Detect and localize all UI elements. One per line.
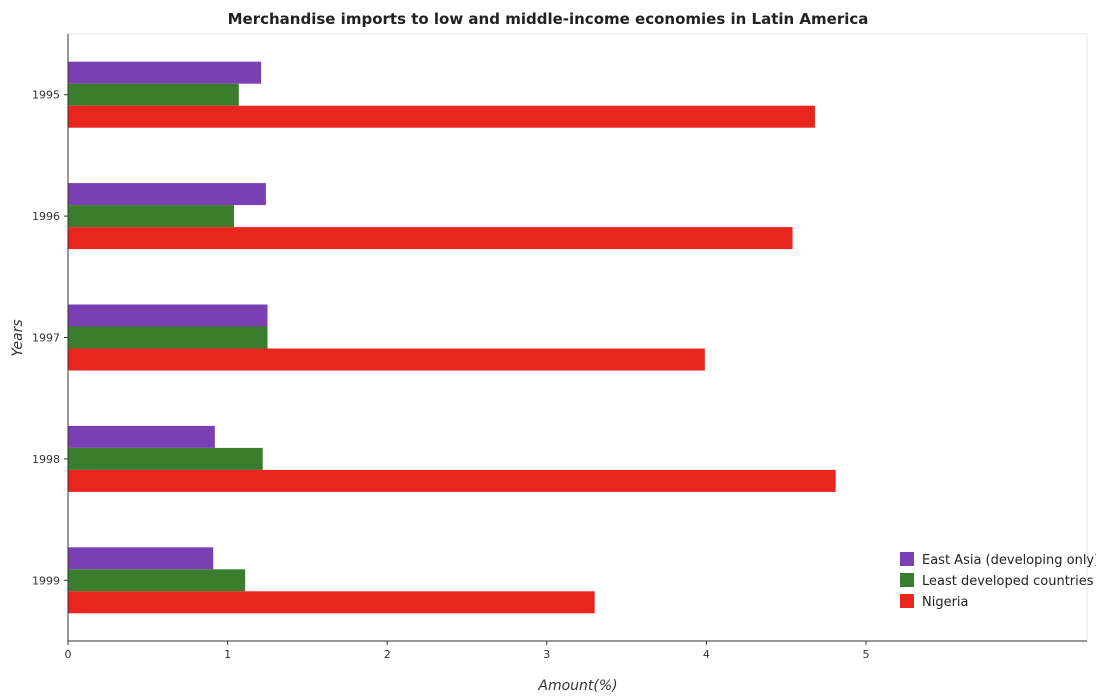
bar-least-developed-countries-1996 (68, 205, 234, 228)
y-tick-label-1996: 1996 (32, 210, 60, 223)
legend-swatch-east-asia-developing-only (900, 552, 914, 566)
bars-layer (68, 61, 836, 614)
legend-label-east-asia-developing-only: East Asia (developing only) (922, 553, 1096, 568)
bar-least-developed-countries-1997 (68, 326, 268, 349)
x-tick-label-0: 0 (65, 648, 72, 661)
bar-nigeria-1998 (68, 469, 836, 492)
bar-nigeria-1997 (68, 348, 705, 371)
bar-nigeria-1999 (68, 591, 595, 614)
legend-label-nigeria: Nigeria (922, 595, 969, 610)
legend-label-least-developed-countries: Least developed countries (922, 574, 1094, 589)
legend-swatch-least-developed-countries (900, 573, 914, 587)
bar-east-asia-developing-only-1998 (68, 425, 215, 448)
bar-east-asia-developing-only-1999 (68, 547, 214, 570)
x-tick-label-1: 1 (224, 648, 231, 661)
bar-east-asia-developing-only-1995 (68, 61, 262, 84)
x-tick-label-4: 4 (703, 648, 710, 661)
chart-title: Merchandise imports to low and middle-in… (228, 10, 869, 28)
bar-least-developed-countries-1995 (68, 83, 239, 106)
bar-east-asia-developing-only-1997 (68, 304, 268, 327)
x-tick-label-3: 3 (543, 648, 550, 661)
y-tick-label-1998: 1998 (32, 453, 60, 466)
legend-swatch-nigeria (900, 594, 914, 608)
bar-nigeria-1996 (68, 227, 793, 250)
legend: East Asia (developing only) Least develop… (900, 552, 1096, 610)
bar-east-asia-developing-only-1996 (68, 183, 266, 206)
bar-nigeria-1995 (68, 105, 815, 128)
x-tick-label-5: 5 (863, 648, 870, 661)
y-axis-label: Years (10, 319, 26, 356)
x-axis-label: Amount(%) (537, 678, 617, 694)
bar-least-developed-countries-1998 (68, 447, 263, 470)
y-tick-label-1997: 1997 (32, 332, 60, 345)
y-tick-label-1995: 1995 (32, 89, 60, 102)
bar-least-developed-countries-1999 (68, 569, 246, 592)
x-tick-label-2: 2 (384, 648, 391, 661)
y-tick-label-1999: 1999 (32, 574, 60, 587)
axes-layer: 1995 1996 1997 1998 1999 0 1 2 3 4 5 (32, 34, 1087, 661)
